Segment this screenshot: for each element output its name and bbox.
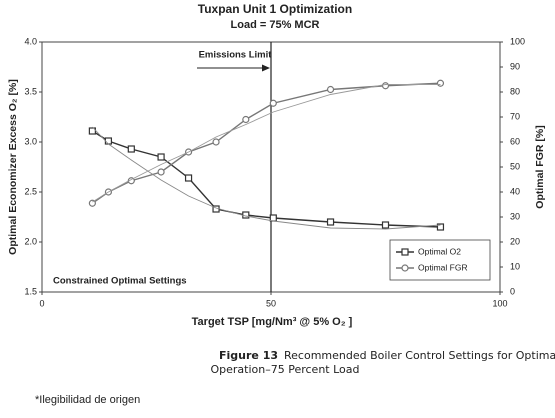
caption-text: Recommended Boiler Control Settings for … [284, 349, 555, 362]
x-tick-label: 50 [266, 298, 276, 308]
marker [326, 85, 335, 94]
y-tick-label: 3.5 [24, 86, 37, 96]
legend-box [389, 239, 491, 281]
y-tick-label: 3.0 [24, 136, 37, 146]
y2-tick-label: 10 [510, 261, 520, 271]
legend-label: Optimal FGR [418, 262, 468, 272]
marker [212, 138, 220, 146]
marker [401, 248, 409, 256]
fit-curve [92, 84, 441, 203]
y2-tick-label: 0 [510, 286, 515, 296]
chart-title: Tuxpan Unit 1 Optimization [198, 2, 352, 16]
marker [88, 127, 96, 135]
note: *Ilegibilidad de origen [35, 394, 140, 406]
series-line [92, 130, 441, 228]
x-tick-label: 0 [39, 298, 44, 308]
annotation: Constrained Optimal Settings [53, 276, 187, 287]
y2-tick-label: 40 [510, 186, 520, 196]
marker [381, 82, 390, 90]
y2-tick-label: 70 [510, 111, 520, 121]
marker [381, 221, 390, 229]
caption-label: Figure 13 [219, 349, 278, 362]
marker [157, 153, 165, 161]
y2-tick-label: 30 [510, 211, 520, 221]
marker [269, 99, 277, 107]
chart-subtitle: Load = 75% MCR [231, 19, 320, 31]
caption-text: Operation–75 Percent Load [210, 363, 359, 376]
marker [436, 223, 445, 231]
x-axis-label: Target TSP [mg/Nm³ @ 5% O₂ ] [192, 316, 353, 328]
annotation: Emissions Limit [199, 50, 273, 61]
marker [157, 168, 165, 176]
y2-tick-label: 60 [510, 136, 520, 146]
y-tick-label: 4.0 [24, 36, 37, 46]
x-tick-label: 100 [492, 298, 507, 308]
marker [127, 145, 135, 153]
marker [104, 137, 113, 145]
y2-tick-label: 80 [510, 86, 520, 96]
marker [88, 199, 96, 207]
marker [242, 115, 250, 124]
y2-axis-label: Optimal FGR [%] [534, 125, 546, 208]
marker [401, 264, 409, 272]
y2-tick-label: 20 [510, 236, 520, 246]
y-tick-label: 2.5 [24, 186, 37, 196]
marker [184, 174, 193, 182]
fit-curve [92, 126, 441, 230]
y2-tick-label: 100 [510, 36, 525, 46]
marker [269, 214, 277, 222]
legend-label: Optimal O2 [418, 246, 461, 256]
y2-tick-label: 50 [510, 161, 520, 171]
y-tick-label: 1.5 [24, 286, 37, 296]
arrow-head [262, 64, 270, 72]
series-line [91, 82, 441, 204]
marker [436, 79, 445, 87]
y-tick-label: 2.0 [24, 236, 37, 246]
y-axis-label: Optimal Economizer Excess O₂ [%] [7, 79, 19, 255]
y2-tick-label: 90 [510, 61, 520, 71]
marker [326, 218, 335, 226]
